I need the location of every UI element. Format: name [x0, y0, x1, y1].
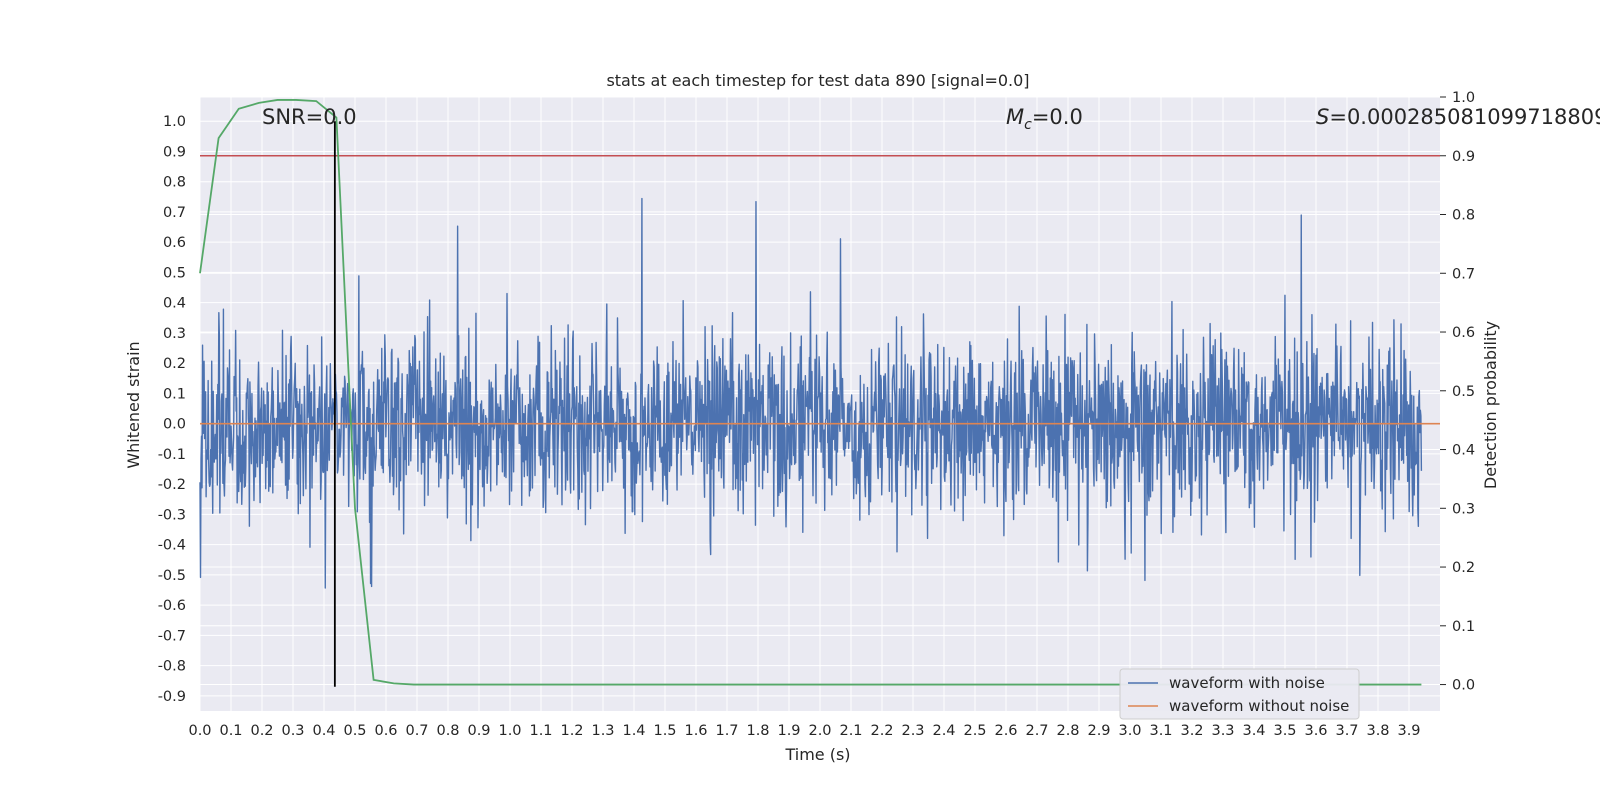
legend-label-noise: waveform with noise	[1169, 674, 1325, 692]
x-tick-label: 2.0	[808, 723, 831, 739]
y-tick-label: 0.0	[163, 417, 186, 433]
mc-subscript: c	[1024, 117, 1032, 133]
snr-annotation: SNR=0.0	[262, 105, 357, 129]
x-tick-label: 0.2	[250, 723, 273, 739]
x-tick-label: 3.1	[1149, 723, 1172, 739]
y2-tick-labels: 1.0 0.9 0.8 0.7 0.6 0.5 0.4 0.3 0.2 0.1 0.0	[1452, 90, 1475, 694]
x-tick-label: 3.4	[1242, 723, 1265, 739]
x-tick-label: 1.5	[653, 723, 676, 739]
y-tick-label: -0.1	[158, 447, 186, 463]
x-tick-label: 2.8	[1056, 723, 1079, 739]
y-tick-label: 0.3	[163, 326, 186, 342]
chart-title: stats at each timestep for test data 890…	[606, 71, 1029, 90]
y-tick-label: -0.6	[158, 598, 186, 614]
y-tick-label: 0.5	[163, 265, 186, 281]
y-tick-label: -0.9	[158, 689, 186, 705]
x-tick-label: 1.0	[498, 723, 521, 739]
x-tick-label: 3.5	[1273, 723, 1296, 739]
y-tick-label: 1.0	[163, 114, 186, 130]
y-tick-label: 0.8	[163, 175, 186, 191]
x-tick-label: 0.0	[188, 723, 211, 739]
x-tick-label: 2.3	[901, 723, 924, 739]
x-tick-label: 1.1	[529, 723, 552, 739]
y-tick-label: 0.1	[163, 386, 186, 402]
y-tick-label: -0.8	[158, 659, 186, 675]
x-tick-label: 2.5	[963, 723, 986, 739]
y2-tick-label: 0.5	[1452, 384, 1475, 400]
x-tick-labels: 0.0 0.1 0.2 0.3 0.4 0.5 0.6 0.7 0.8 0.9 1.0 1.1 1.2 1…	[188, 723, 1420, 739]
x-tick-label: 0.3	[281, 723, 304, 739]
x-tick-label: 1.7	[715, 723, 738, 739]
y-tick-label: 0.7	[163, 205, 186, 221]
x-tick-label: 3.9	[1397, 723, 1420, 739]
x-tick-label: 2.7	[1025, 723, 1048, 739]
y-axis-label: Whitened strain	[124, 341, 143, 468]
s-annotation: S=0.000285081099718809	[1316, 105, 1600, 129]
y-tick-labels: 1.0 0.9 0.8 0.7 0.6 0.5 0.4 0.3 0.2 0.1 0.0 -0.1 -0.…	[158, 114, 186, 705]
x-axis-label: Time (s)	[784, 745, 850, 764]
y-tick-label: -0.2	[158, 477, 186, 493]
x-tick-label: 0.6	[374, 723, 397, 739]
y2-tick-label: 0.6	[1452, 325, 1475, 341]
y-tick-label: 0.9	[163, 144, 186, 160]
x-tick-label: 1.2	[560, 723, 583, 739]
x-tick-label: 0.9	[467, 723, 490, 739]
s-symbol: S	[1316, 105, 1329, 129]
x-tick-label: 3.2	[1180, 723, 1203, 739]
x-tick-label: 2.4	[932, 723, 955, 739]
y2-tick-label: 1.0	[1452, 90, 1475, 106]
mc-value: =0.0	[1032, 105, 1083, 129]
x-tick-label: 0.1	[219, 723, 242, 739]
y2-tick-label: 0.0	[1452, 678, 1475, 694]
s-value: =0.000285081099718809	[1329, 105, 1600, 129]
x-tick-label: 1.3	[591, 723, 614, 739]
x-tick-label: 1.9	[777, 723, 800, 739]
mc-annotation: Mc=0.0	[1006, 105, 1083, 133]
y2-axis-label: Detection probability	[1481, 321, 1500, 489]
noise-trace	[199, 197, 1423, 589]
x-tick-label: 0.7	[405, 723, 428, 739]
x-tick-label: 3.0	[1118, 723, 1141, 739]
series-waveform-with-noise	[199, 197, 1423, 589]
x-tick-label: 3.3	[1211, 723, 1234, 739]
x-tick-label: 3.8	[1366, 723, 1389, 739]
y-tick-label: 0.2	[163, 356, 186, 372]
legend: waveform with noise waveform without noi…	[1119, 668, 1360, 720]
x-tick-label: 1.6	[684, 723, 707, 739]
y-tick-label: 0.4	[163, 296, 186, 312]
y-tick-label: 0.6	[163, 235, 186, 251]
y-tick-label: -0.3	[158, 507, 186, 523]
x-tick-label: 2.2	[870, 723, 893, 739]
y2-tick-label: 0.3	[1452, 501, 1475, 517]
x-tick-label: 0.4	[312, 723, 335, 739]
legend-box	[1119, 668, 1360, 720]
x-tick-label: 1.4	[622, 723, 645, 739]
x-tick-label: 2.6	[994, 723, 1017, 739]
y2-tick-label: 0.1	[1452, 619, 1475, 635]
y2-tick-label: 0.4	[1452, 443, 1475, 459]
y-tick-label: -0.7	[158, 628, 186, 644]
x-tick-label: 1.8	[746, 723, 769, 739]
x-tick-label: 0.5	[343, 723, 366, 739]
y2-tick-label: 0.2	[1452, 560, 1475, 576]
x-tick-label: 0.8	[436, 723, 459, 739]
legend-label-clean: waveform without noise	[1169, 697, 1349, 715]
mc-symbol: M	[1006, 105, 1024, 129]
y-tick-label: -0.5	[158, 568, 186, 584]
series-detection-probability	[199, 99, 1422, 686]
x-tick-label: 2.1	[839, 723, 862, 739]
y2-tick-label: 0.7	[1452, 266, 1475, 282]
x-tick-label: 3.6	[1304, 723, 1327, 739]
x-tick-label: 3.7	[1335, 723, 1358, 739]
y-tick-label: -0.4	[158, 538, 186, 554]
y2-tick-label: 0.8	[1452, 208, 1475, 224]
x-tick-label: 2.9	[1087, 723, 1110, 739]
y2-tick-label: 0.9	[1452, 149, 1475, 165]
